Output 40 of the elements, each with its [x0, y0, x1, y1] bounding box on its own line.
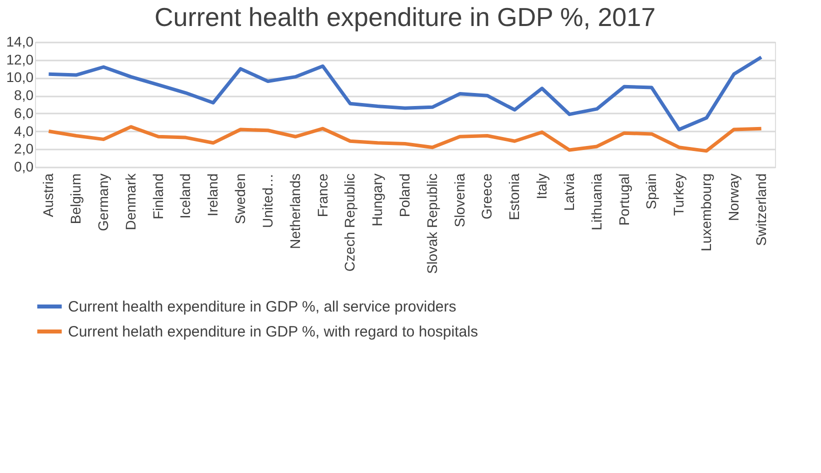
y-tick-label: 2,0: [14, 140, 34, 157]
x-tick-label: Iceland: [177, 174, 194, 219]
y-tick-label: 14,0: [6, 34, 34, 50]
x-tick-label: Portugal: [616, 174, 632, 226]
x-tick-label: Belgium: [68, 174, 84, 224]
x-tick-label: Switzerland: [752, 174, 769, 246]
x-tick-label: France: [314, 173, 330, 218]
x-tick-label: Denmark: [122, 172, 138, 230]
x-tick-label: Lithuania: [588, 173, 604, 230]
y-tick-label: 8,0: [14, 87, 34, 104]
y-tick-label: 10,0: [6, 69, 34, 86]
x-tick-label: Greece: [478, 173, 495, 220]
x-tick-label: Latvia: [560, 173, 577, 211]
x-tick-label: Ireland: [204, 174, 221, 216]
line-series: [46, 125, 764, 153]
x-tick-label: Luxembourg: [698, 174, 714, 252]
x-tick-label: Spain: [643, 174, 660, 210]
x-tick-label: Norway: [725, 174, 742, 221]
x-tick-label: Hungary: [369, 174, 386, 226]
y-tick-label: 0,0: [14, 158, 34, 174]
x-tick-label: Germany: [95, 174, 112, 232]
x-tick-label: Italy: [534, 174, 550, 200]
x-tick-label: Finland: [150, 174, 166, 220]
x-tick-label: Estonia: [506, 173, 522, 220]
y-tick-label: 6,0: [14, 104, 34, 121]
x-tick-label: Turkey: [670, 174, 687, 216]
y-tick-label: 4,0: [14, 122, 34, 139]
x-tick-label: Netherlands: [286, 174, 303, 249]
x-tick-label: Poland: [396, 174, 412, 218]
legend-label: Current health expenditure in GDP %, all service providers: [68, 298, 456, 316]
x-tick-label: Slovenia: [451, 173, 468, 228]
x-tick-label: Czech Republic: [342, 174, 358, 272]
x-tick-label: Slovak Republic: [424, 174, 440, 274]
x-tick-label: Sweden: [232, 174, 248, 224]
line-series: [46, 55, 764, 132]
x-tick-label: Austria: [40, 173, 56, 218]
legend-label: Current helath expenditure in GDP %, with regard to hospitals: [68, 324, 478, 340]
y-tick-label: 12,0: [6, 51, 34, 68]
x-tick-label: United…: [259, 174, 276, 228]
chart-title: Current health expenditure in GDP %, 2017: [154, 2, 656, 32]
